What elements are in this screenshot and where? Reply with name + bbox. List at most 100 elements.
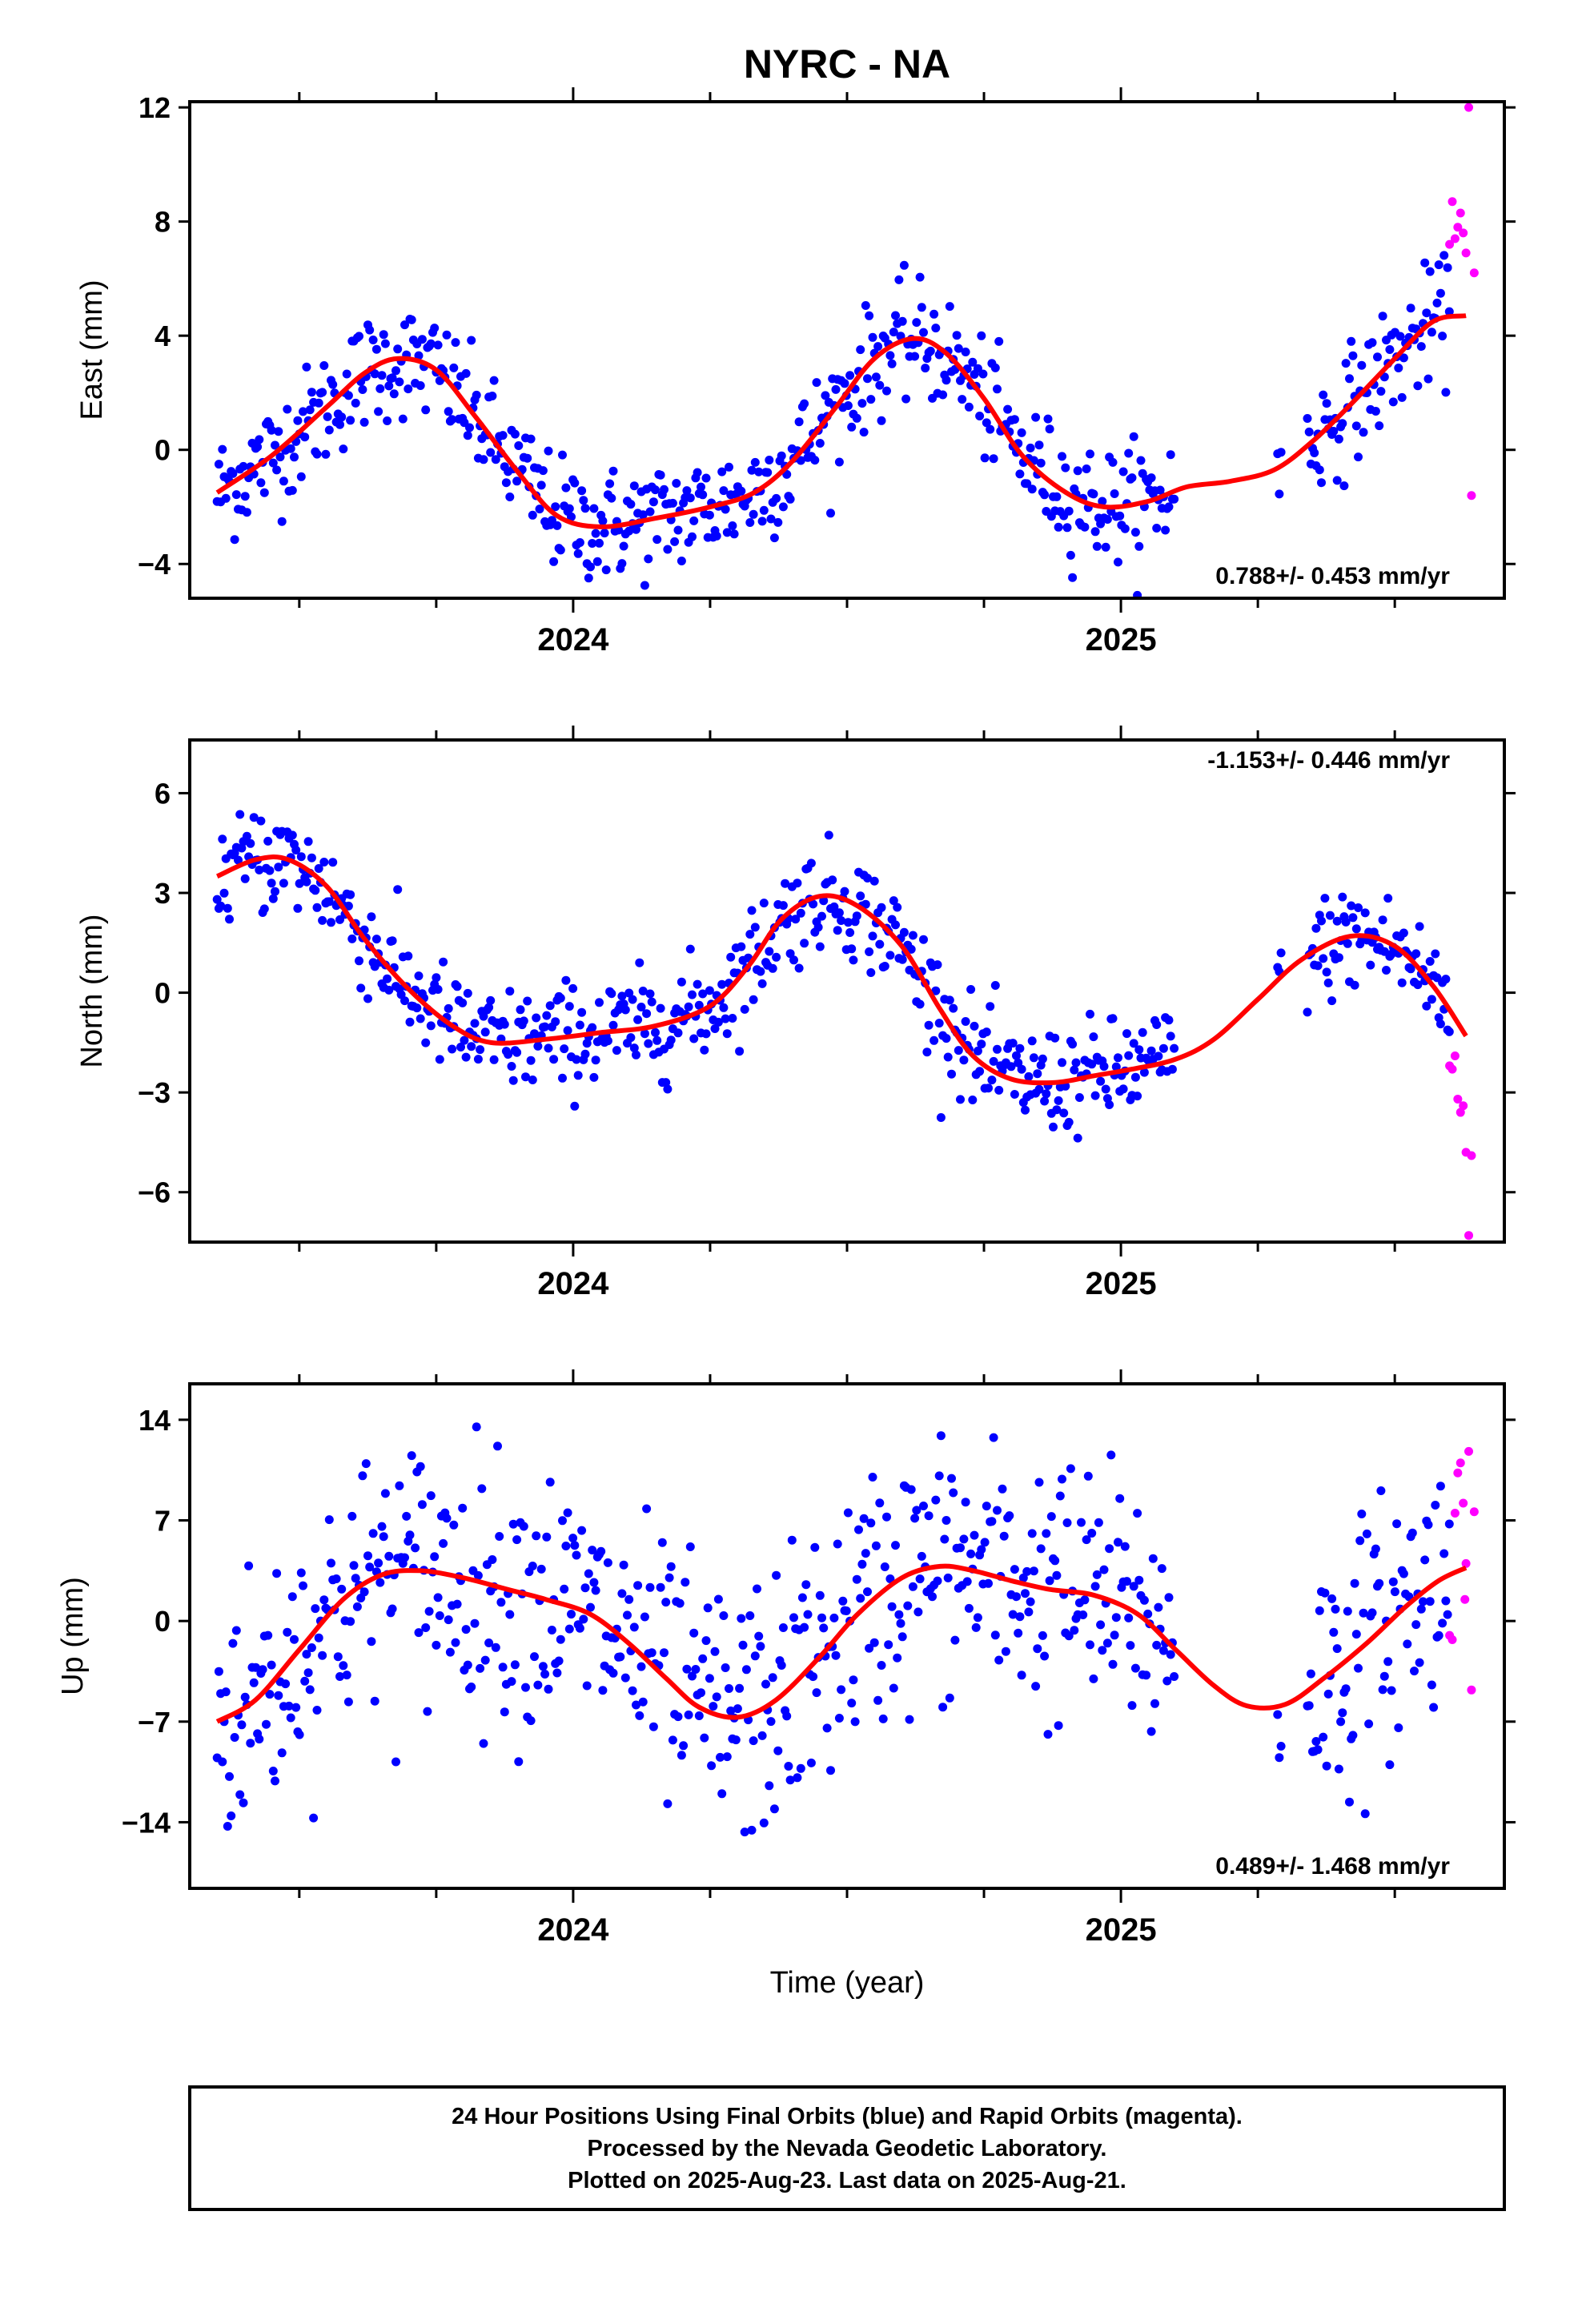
final-orbit-point: [871, 372, 881, 382]
final-orbit-point: [1066, 550, 1075, 560]
final-orbit-point: [652, 1035, 662, 1045]
final-orbit-point: [1033, 1069, 1042, 1079]
final-orbit-point: [1012, 1051, 1021, 1060]
final-orbit-point: [479, 1739, 488, 1748]
final-orbit-point: [1070, 1065, 1079, 1075]
final-orbit-point: [1350, 1578, 1359, 1588]
final-orbit-point: [407, 315, 416, 324]
final-orbit-point: [430, 324, 440, 333]
final-orbit-point: [542, 1011, 552, 1020]
final-orbit-point: [480, 1655, 490, 1665]
final-orbit-point: [1045, 1576, 1054, 1586]
final-orbit-point: [1334, 953, 1343, 963]
final-orbit-point: [880, 962, 889, 971]
final-orbit-point: [265, 1690, 275, 1699]
final-orbit-point: [1108, 1659, 1118, 1669]
final-orbit-point: [384, 1551, 394, 1561]
final-orbit-point: [491, 1642, 500, 1652]
final-orbit-point: [380, 1489, 390, 1498]
final-orbit-point: [660, 485, 669, 494]
final-orbit-point: [961, 1498, 970, 1507]
final-orbit-point: [1040, 490, 1050, 500]
final-orbit-point: [1010, 1565, 1019, 1574]
rapid-orbit-point: [1459, 1498, 1468, 1508]
final-orbit-point: [737, 486, 746, 496]
final-orbit-point: [1134, 1575, 1144, 1585]
final-orbit-point: [1164, 1015, 1174, 1025]
final-orbit-point: [358, 385, 367, 394]
final-orbit-point: [943, 1052, 953, 1062]
final-orbit-point: [491, 455, 500, 464]
final-orbit-point: [1043, 414, 1053, 424]
final-orbit-point: [688, 990, 697, 999]
y-tick-label: 3: [155, 877, 171, 910]
final-orbit-point: [1120, 1542, 1130, 1551]
final-orbit-point: [510, 1660, 520, 1670]
final-orbit-point: [561, 1542, 571, 1550]
final-orbit-point: [472, 390, 481, 400]
final-orbit-point: [759, 1818, 769, 1827]
final-orbit-point: [287, 830, 297, 840]
final-orbit-point: [463, 1660, 472, 1670]
final-orbit-point: [327, 1558, 335, 1568]
final-orbit-point: [433, 340, 443, 350]
final-orbit-point: [411, 1543, 420, 1553]
final-orbit-point: [753, 1584, 761, 1594]
final-orbit-point: [570, 478, 580, 488]
final-orbit-point: [319, 1595, 329, 1605]
final-orbit-point: [1323, 978, 1333, 987]
final-orbit-point: [463, 431, 472, 440]
final-orbit-point: [1058, 1058, 1066, 1068]
final-orbit-point: [959, 1534, 969, 1544]
rapid-orbit-point: [1464, 1446, 1474, 1456]
final-orbit-point: [1114, 1538, 1122, 1547]
final-orbit-point: [1127, 473, 1137, 483]
final-orbit-point: [223, 903, 232, 913]
final-orbit-point: [1427, 995, 1436, 1004]
final-orbit-point: [1038, 1054, 1047, 1063]
final-orbit-point: [519, 1016, 528, 1026]
final-orbit-point: [1306, 1669, 1315, 1679]
final-orbit-point: [324, 1515, 334, 1525]
final-orbit-point: [486, 995, 496, 1005]
final-orbit-point: [271, 887, 279, 896]
final-orbit-point: [612, 1046, 621, 1055]
final-orbit-point: [964, 1603, 974, 1613]
final-orbit-point: [899, 927, 909, 937]
final-orbit-point: [424, 1606, 434, 1616]
final-orbit-point: [323, 412, 332, 421]
final-orbit-point: [275, 452, 285, 462]
rapid-orbit-point: [1453, 1094, 1463, 1104]
final-orbit-point: [922, 1047, 932, 1057]
final-orbit-point: [861, 1549, 870, 1558]
final-orbit-point: [598, 1686, 608, 1695]
final-orbit-point: [673, 525, 683, 535]
final-orbit-point: [709, 1702, 718, 1711]
final-orbit-point: [693, 468, 702, 477]
final-orbit-point: [1390, 1587, 1399, 1597]
final-orbit-point: [391, 1757, 400, 1767]
final-orbit-point: [756, 1642, 765, 1651]
final-orbit-point: [789, 955, 798, 965]
final-orbit-point: [545, 1001, 555, 1011]
rapid-orbit-point: [1469, 268, 1479, 278]
final-orbit-point: [759, 505, 769, 515]
final-orbit-point: [1331, 1604, 1340, 1614]
final-orbit-point: [540, 1022, 550, 1031]
final-orbit-point: [901, 394, 911, 404]
rapid-orbit-point: [1450, 234, 1460, 243]
final-orbit-point: [561, 975, 571, 985]
final-orbit-point: [1338, 892, 1347, 902]
final-orbit-point: [1110, 489, 1119, 498]
final-orbit-point: [1416, 342, 1426, 352]
final-orbit-point: [1080, 1595, 1090, 1605]
final-orbit-point: [1366, 960, 1375, 970]
final-orbit-point: [885, 951, 895, 960]
final-orbit-point: [1385, 1760, 1395, 1770]
final-orbit-point: [852, 1574, 861, 1584]
final-orbit-point: [505, 493, 515, 501]
final-orbit-point: [712, 1692, 721, 1702]
final-orbit-point: [307, 388, 316, 397]
final-orbit-point: [1114, 1053, 1122, 1063]
final-orbit-point: [1101, 1084, 1110, 1094]
